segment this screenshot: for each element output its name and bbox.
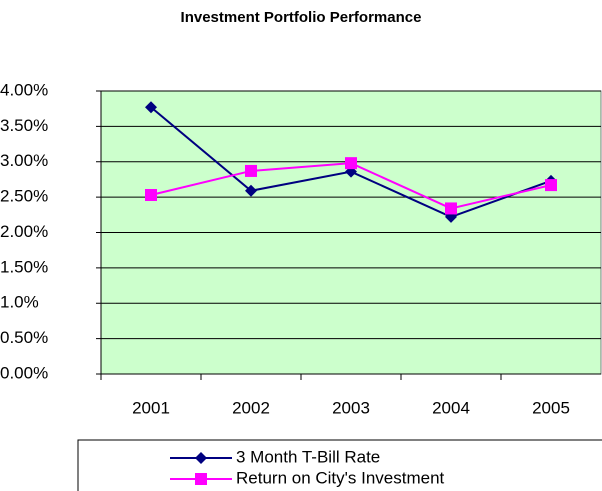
square-marker — [195, 473, 207, 485]
x-tick-label: 2003 — [332, 398, 370, 417]
y-tick-label: 1.50% — [0, 257, 48, 276]
chart-title: Investment Portfolio Performance — [181, 9, 422, 26]
y-tick-label: 4.00% — [0, 80, 48, 99]
y-tick-label: 2.00% — [0, 222, 48, 241]
square-marker — [145, 189, 157, 202]
x-tick-label: 2004 — [432, 398, 470, 417]
diamond-marker — [245, 184, 257, 197]
y-tick-label: 3.50% — [0, 116, 48, 135]
legend-label: Return on City's Investment — [236, 468, 445, 487]
diamond-marker — [145, 101, 157, 114]
y-tick-label: 2.50% — [0, 187, 48, 206]
square-marker — [545, 179, 557, 192]
diamond-marker — [195, 452, 207, 464]
y-tick-label: 0.50% — [0, 328, 48, 347]
y-tick-label: 1.0% — [0, 293, 39, 312]
square-marker — [345, 157, 357, 170]
y-tick-label: 0.00% — [0, 363, 48, 382]
legend-box — [77, 439, 602, 491]
x-tick-label: 2001 — [132, 398, 170, 417]
y-tick-label: 3.00% — [0, 151, 48, 170]
x-tick-label: 2005 — [532, 398, 570, 417]
legend-label: 3 Month T-Bill Rate — [236, 447, 380, 466]
square-marker — [445, 202, 457, 215]
square-marker — [245, 164, 257, 177]
x-tick-label: 2002 — [232, 398, 270, 417]
